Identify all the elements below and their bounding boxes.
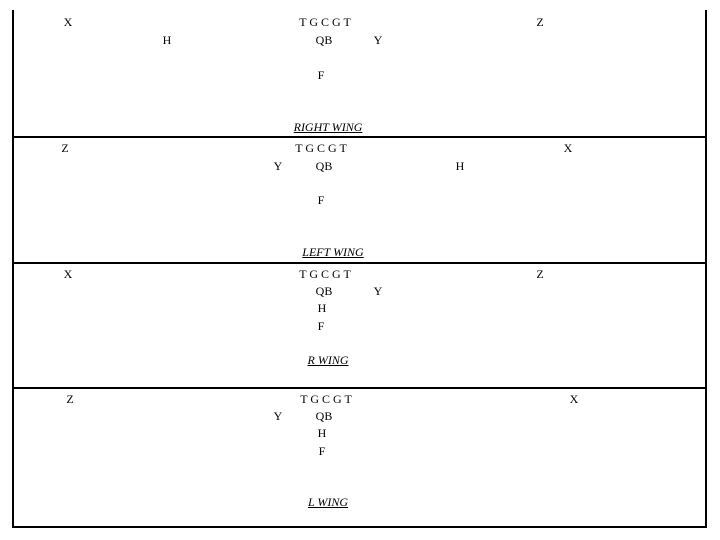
player-h: H — [317, 426, 327, 440]
player-z: Z — [536, 267, 544, 281]
formation-title: R WING — [307, 353, 349, 367]
player-z: Z — [66, 392, 74, 406]
player-x: X — [63, 267, 73, 281]
formation-title: L WING — [307, 495, 349, 509]
player-x: X — [563, 141, 573, 155]
player-qb: QB — [315, 284, 333, 298]
formation-title: LEFT WING — [302, 245, 364, 259]
player-y: Y — [273, 409, 283, 423]
player-z: Z — [536, 15, 544, 29]
offensive-line: T G C G T — [295, 141, 347, 155]
player-qb: QB — [315, 159, 333, 173]
offensive-line: T G C G T — [300, 392, 352, 406]
formation-title: RIGHT WING — [293, 120, 363, 134]
player-f: F — [317, 193, 325, 207]
panel-divider — [12, 387, 707, 389]
player-x: X — [63, 15, 73, 29]
player-y: Y — [373, 33, 383, 47]
panel-divider — [12, 262, 707, 264]
offensive-line: T G C G T — [299, 15, 351, 29]
player-y: Y — [273, 159, 283, 173]
player-qb: QB — [315, 33, 333, 47]
player-x: X — [569, 392, 579, 406]
player-f: F — [317, 68, 325, 82]
panel-divider — [12, 136, 707, 138]
player-y: Y — [373, 284, 383, 298]
player-h: H — [455, 159, 465, 173]
player-h: H — [317, 301, 327, 315]
player-f: F — [318, 444, 326, 458]
player-qb: QB — [315, 409, 333, 423]
diagram-frame — [12, 10, 707, 528]
offensive-line: T G C G T — [299, 267, 351, 281]
player-z: Z — [61, 141, 69, 155]
player-h: H — [162, 33, 172, 47]
player-f: F — [317, 319, 325, 333]
